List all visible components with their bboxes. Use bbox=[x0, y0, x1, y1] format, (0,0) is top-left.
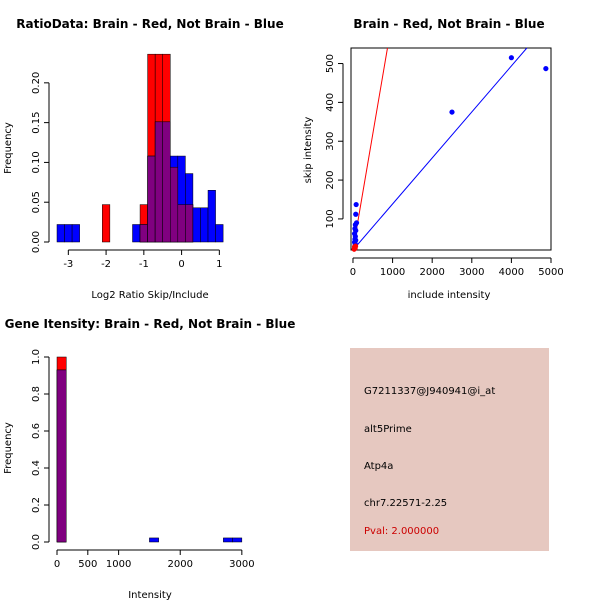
probe-info-panel: G7211337@J940941@i_at alt5Prime Atp4a ch… bbox=[350, 348, 549, 551]
x-tick-label: 1000 bbox=[106, 559, 131, 570]
histogram-bar-red bbox=[102, 204, 111, 243]
x-tick-label: 4000 bbox=[499, 267, 524, 278]
intensity-scatter-xlabel: include intensity bbox=[408, 290, 491, 301]
histogram-bar-blue bbox=[64, 224, 73, 243]
ratio-histogram-xlabel: Log2 Ratio Skip/Include bbox=[91, 290, 208, 301]
location-text: chr7.22571-2.25 bbox=[364, 498, 448, 509]
histogram-bar-overlap bbox=[139, 224, 148, 243]
y-tick-label: 300 bbox=[325, 132, 336, 151]
histogram-bar-blue bbox=[71, 224, 80, 243]
histogram-bar-blue bbox=[232, 537, 243, 543]
gene-intensity-ylabel: Frequency bbox=[3, 422, 14, 474]
histogram-bar-overlap bbox=[154, 121, 163, 243]
y-tick-label: 0.2 bbox=[31, 497, 42, 513]
blue-regression-line bbox=[352, 47, 528, 251]
ratio-histogram-ylabel: Frequency bbox=[3, 122, 14, 174]
ratio-histogram: RatioData: Brain - Red, Not Brain - Blue… bbox=[3, 17, 284, 301]
histogram-bar-overlap bbox=[170, 166, 179, 243]
y-tick-label: 0.20 bbox=[31, 72, 42, 94]
histogram-bar-blue bbox=[207, 190, 216, 243]
intensity-scatter-ylabel: skip intensity bbox=[303, 117, 314, 184]
scatter-point-blue bbox=[543, 65, 549, 72]
event-type-text: alt5Prime bbox=[364, 424, 412, 435]
x-tick-label: -1 bbox=[139, 259, 149, 270]
histogram-bar-overlap bbox=[177, 204, 186, 243]
gene-name-text: Atp4a bbox=[364, 461, 394, 472]
x-tick-label: 3000 bbox=[229, 559, 254, 570]
histogram-bar-overlap bbox=[147, 155, 156, 243]
histogram-bar-overlap bbox=[162, 121, 171, 243]
x-tick-label: -3 bbox=[63, 259, 73, 270]
x-tick-label: 1 bbox=[216, 259, 222, 270]
scatter-point-blue bbox=[449, 109, 455, 115]
y-tick-label: 0.8 bbox=[31, 386, 42, 402]
y-tick-label: 0.4 bbox=[31, 460, 42, 476]
scatter-point-blue bbox=[353, 201, 359, 208]
y-tick-label: 500 bbox=[325, 54, 336, 73]
x-tick-label: 3000 bbox=[459, 267, 484, 278]
y-tick-label: 0.6 bbox=[31, 423, 42, 439]
histogram-bar-blue bbox=[132, 224, 141, 243]
ratio-histogram-title: RatioData: Brain - Red, Not Brain - Blue bbox=[16, 17, 283, 31]
histogram-bar-blue bbox=[215, 224, 224, 243]
y-tick-label: 1.0 bbox=[31, 349, 42, 365]
scatter-point-blue bbox=[508, 55, 514, 61]
x-tick-label: 0 bbox=[54, 559, 60, 570]
probe-id-text: G7211337@J940941@i_at bbox=[364, 386, 496, 397]
intensity-scatter: Brain - Red, Not Brain - Blue include in… bbox=[303, 17, 564, 301]
pval-text: Pval: 2.000000 bbox=[364, 526, 440, 537]
histogram-bar-blue bbox=[149, 537, 159, 543]
x-tick-label: 1000 bbox=[380, 267, 405, 278]
gene-intensity-histogram: Gene Itensity: Brain - Red, Not Brain - … bbox=[3, 317, 295, 600]
y-tick-label: 100 bbox=[325, 209, 336, 228]
y-tick-label: 0.05 bbox=[31, 191, 42, 213]
histogram-bar-blue bbox=[200, 207, 209, 243]
x-tick-label: 0 bbox=[350, 267, 356, 278]
gene-intensity-title: Gene Itensity: Brain - Red, Not Brain - … bbox=[5, 317, 296, 331]
intensity-scatter-title: Brain - Red, Not Brain - Blue bbox=[353, 17, 544, 31]
x-tick-label: -2 bbox=[101, 259, 111, 270]
histogram-bar-blue bbox=[192, 207, 201, 243]
red-regression-line bbox=[352, 47, 388, 251]
scatter-point-blue bbox=[353, 211, 359, 217]
x-tick-label: 2000 bbox=[419, 267, 444, 278]
y-tick-label: 0.00 bbox=[31, 231, 42, 253]
scatter-point-red bbox=[351, 246, 357, 252]
histogram-bar-overlap bbox=[185, 204, 194, 243]
x-tick-label: 2000 bbox=[167, 559, 192, 570]
histogram-bar-blue bbox=[56, 224, 65, 243]
y-tick-label: 200 bbox=[325, 171, 336, 190]
scatter-plot-frame bbox=[350, 47, 552, 251]
histogram-bar-overlap bbox=[56, 369, 67, 543]
y-tick-label: 0.15 bbox=[31, 111, 42, 133]
scatter-point-blue bbox=[352, 222, 358, 228]
gene-intensity-xlabel: Intensity bbox=[128, 590, 172, 600]
histogram-bar-blue bbox=[223, 537, 233, 543]
y-tick-label: 0.0 bbox=[31, 534, 42, 550]
y-tick-label: 0.10 bbox=[31, 151, 42, 173]
x-tick-label: 5000 bbox=[538, 267, 563, 278]
x-tick-label: 0 bbox=[178, 259, 184, 270]
x-tick-label: 500 bbox=[78, 559, 97, 570]
y-tick-label: 400 bbox=[325, 93, 336, 112]
